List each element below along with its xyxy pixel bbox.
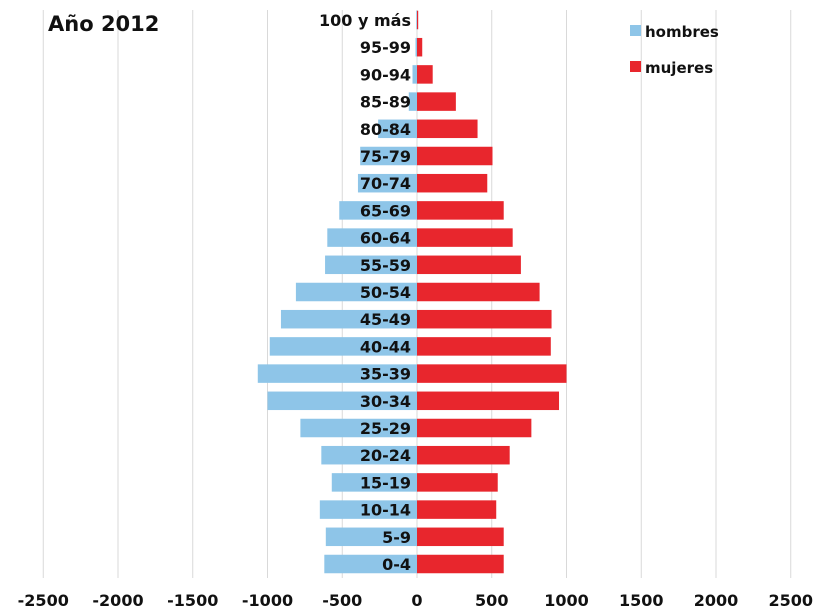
bar-hombres-14 bbox=[267, 391, 417, 411]
age-group-label: 75-79 bbox=[360, 147, 411, 166]
bar-hombres-2 bbox=[412, 65, 417, 84]
bar-mujeres-20 bbox=[417, 554, 504, 574]
bar-mujeres-14 bbox=[417, 391, 560, 411]
bar-mujeres-9 bbox=[417, 255, 521, 275]
bar-hombres-10 bbox=[295, 282, 417, 302]
bar-mujeres-5 bbox=[417, 146, 493, 166]
age-labels: 100 y más 95-99 90-94 85-89 80-84 75-79 70-74 6… bbox=[319, 11, 411, 574]
bar-mujeres-4 bbox=[417, 119, 478, 139]
bar-mujeres-8 bbox=[417, 228, 513, 247]
chart-title: Año 2012 bbox=[48, 12, 159, 36]
bar-hombres-6 bbox=[357, 173, 417, 193]
age-group-label: 45-49 bbox=[360, 310, 411, 329]
bar-hombres-1 bbox=[415, 37, 417, 57]
age-group-label: 20-24 bbox=[360, 446, 411, 465]
bar-hombres-11 bbox=[280, 309, 417, 329]
age-group-label: 5-9 bbox=[382, 528, 411, 547]
bar-mujeres-7 bbox=[417, 201, 504, 220]
bar-hombres-20 bbox=[324, 554, 417, 574]
bar-hombres-7 bbox=[339, 201, 417, 220]
age-group-label: 30-34 bbox=[360, 392, 411, 411]
x-tick-label: -500 bbox=[322, 591, 362, 610]
bar-mujeres-19 bbox=[417, 527, 504, 547]
bar-hombres-15 bbox=[300, 418, 417, 438]
age-group-label: 60-64 bbox=[360, 229, 411, 248]
bar-mujeres-3 bbox=[417, 92, 456, 111]
bar-mujeres-12 bbox=[417, 337, 551, 356]
bar-mujeres-6 bbox=[417, 173, 488, 193]
age-group-label: 10-14 bbox=[360, 501, 411, 520]
age-group-label: 40-44 bbox=[360, 337, 411, 356]
bar-hombres-16 bbox=[321, 445, 417, 465]
bar-mujeres-0 bbox=[417, 10, 419, 30]
age-group-label: 0-4 bbox=[382, 555, 411, 574]
age-group-label: 85-89 bbox=[360, 93, 411, 112]
age-group-label: 95-99 bbox=[360, 38, 411, 57]
bar-mujeres-17 bbox=[417, 473, 498, 492]
bar-hombres-0 bbox=[416, 10, 418, 30]
bar-mujeres-16 bbox=[417, 445, 510, 465]
bar-hombres-17 bbox=[331, 473, 417, 492]
bar-hombres-5 bbox=[360, 146, 417, 166]
x-tick-label: -1500 bbox=[167, 591, 218, 610]
bar-hombres-12 bbox=[269, 337, 417, 356]
age-group-label: 80-84 bbox=[360, 120, 411, 139]
x-tick-label: -2000 bbox=[92, 591, 143, 610]
bar-mujeres-18 bbox=[417, 500, 497, 519]
age-group-label: 65-69 bbox=[360, 201, 411, 220]
x-axis-ticks: -2500 -2000 -1500 -1000 -500 0 500 1000 1500 2000… bbox=[18, 591, 813, 610]
bar-hombres-9 bbox=[325, 255, 417, 275]
x-tick-label: 2000 bbox=[694, 591, 739, 610]
x-tick-label: -2500 bbox=[18, 591, 69, 610]
bar-hombres-3 bbox=[408, 92, 417, 111]
legend-swatch-hombres bbox=[630, 25, 641, 36]
bar-hombres-13 bbox=[257, 364, 417, 383]
age-group-label: 25-29 bbox=[360, 419, 411, 438]
x-tick-label: 0 bbox=[411, 591, 422, 610]
x-tick-label: 2500 bbox=[768, 591, 813, 610]
legend-label-hombres: hombres bbox=[645, 23, 719, 41]
x-tick-label: -1000 bbox=[242, 591, 293, 610]
bar-hombres-18 bbox=[319, 500, 417, 519]
age-group-label: 15-19 bbox=[360, 473, 411, 492]
bars bbox=[257, 10, 567, 574]
age-group-label: 35-39 bbox=[360, 365, 411, 384]
age-group-label: 50-54 bbox=[360, 283, 411, 302]
bar-hombres-19 bbox=[325, 527, 417, 547]
bar-mujeres-2 bbox=[417, 65, 433, 84]
age-group-label: 70-74 bbox=[360, 174, 411, 193]
legend-swatch-mujeres bbox=[630, 61, 641, 72]
age-group-label: 55-59 bbox=[360, 256, 411, 275]
bar-mujeres-11 bbox=[417, 309, 552, 329]
x-tick-label: 1500 bbox=[619, 591, 664, 610]
x-tick-label: 1000 bbox=[544, 591, 589, 610]
bar-hombres-8 bbox=[327, 228, 417, 247]
bar-mujeres-15 bbox=[417, 418, 532, 438]
legend: hombres mujeres bbox=[630, 23, 719, 77]
age-group-label: 100 y más bbox=[319, 11, 411, 30]
bar-mujeres-10 bbox=[417, 282, 540, 302]
bar-mujeres-1 bbox=[417, 37, 423, 57]
bar-mujeres-13 bbox=[417, 364, 567, 383]
x-tick-label: 500 bbox=[475, 591, 508, 610]
bar-hombres-4 bbox=[378, 119, 417, 139]
age-group-label: 90-94 bbox=[360, 65, 411, 84]
legend-label-mujeres: mujeres bbox=[645, 59, 713, 77]
